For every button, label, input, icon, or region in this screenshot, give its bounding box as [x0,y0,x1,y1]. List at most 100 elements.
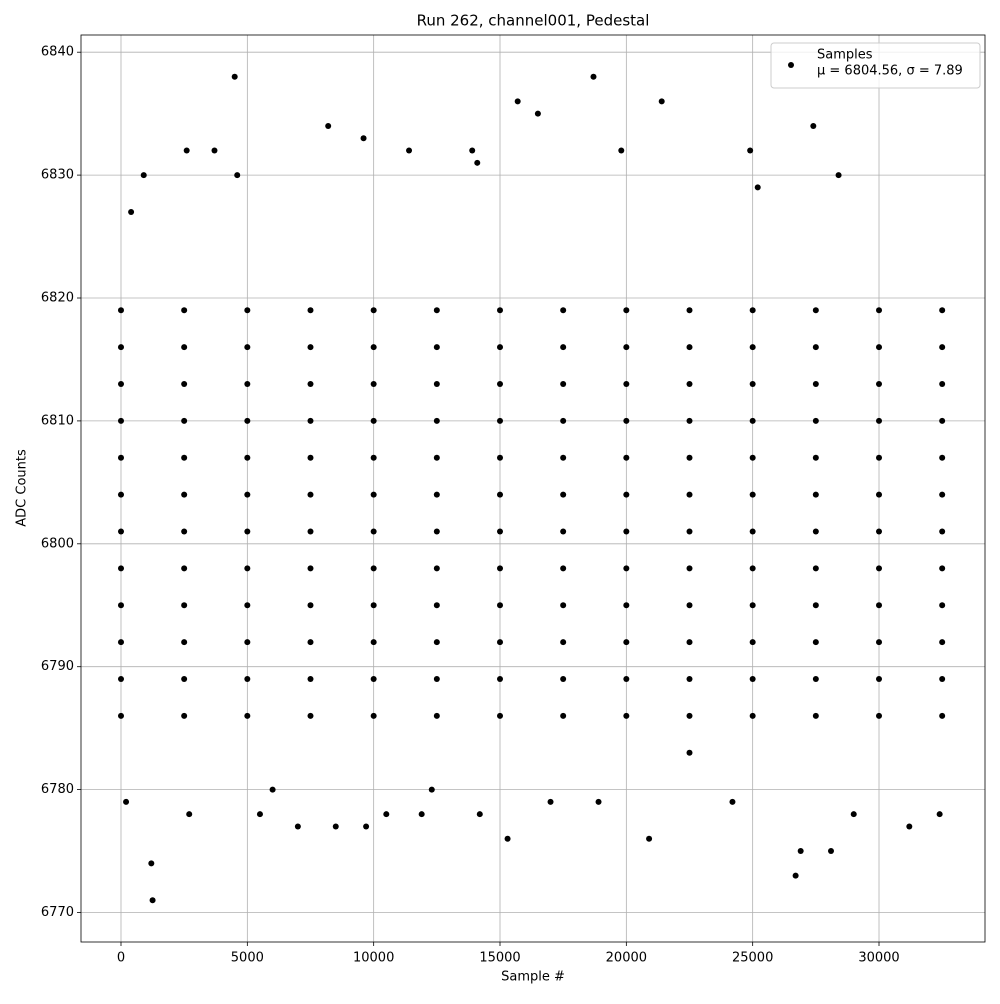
point [181,565,188,572]
point [181,307,188,314]
point [749,417,756,424]
point [497,712,504,719]
point [560,417,567,424]
point [117,712,124,719]
point [810,122,817,129]
point [183,147,190,154]
point [560,712,567,719]
point [686,344,693,351]
point [469,147,476,154]
point [560,565,567,572]
point [623,307,630,314]
point [646,835,653,842]
point [181,381,188,388]
point [244,639,251,646]
point [686,565,693,572]
point [117,307,124,314]
point [747,147,754,154]
ticks: 0 5000 10000 15000 20000 25000 30000 6770 6780 67… [41,45,900,966]
point [140,172,147,179]
point [433,565,440,572]
point [876,602,883,609]
point [307,307,314,314]
point [590,73,597,80]
point [181,602,188,609]
point [433,417,440,424]
plot-frame [80,34,986,943]
point [876,491,883,498]
point [370,528,377,535]
point [117,381,124,388]
point [117,528,124,535]
point [939,565,946,572]
point [749,307,756,314]
point [370,639,377,646]
point [474,159,481,166]
point [623,454,630,461]
point [850,811,857,818]
point [812,454,819,461]
point [560,307,567,314]
point [876,417,883,424]
point [244,712,251,719]
point [360,135,367,142]
y-tick-label: 6790 [41,659,74,674]
point [497,675,504,682]
point [939,491,946,498]
point [244,344,251,351]
point [812,528,819,535]
point [812,381,819,388]
point [623,675,630,682]
point [560,639,567,646]
point [269,786,276,793]
point [504,835,511,842]
point [560,454,567,461]
point [244,491,251,498]
point [623,712,630,719]
point [181,528,188,535]
chart-title: Run 262, channel001, Pedestal [417,12,650,30]
y-tick-label: 6830 [41,168,74,183]
point [906,823,913,830]
point [812,417,819,424]
point [623,602,630,609]
point [497,307,504,314]
point [595,798,602,805]
point [476,811,483,818]
point [560,381,567,388]
point [211,147,218,154]
point [370,454,377,461]
y-tick-label: 6810 [41,413,74,428]
x-tick-label: 20000 [606,951,647,966]
point [244,307,251,314]
point [623,344,630,351]
point [332,823,339,830]
point [418,811,425,818]
point [812,565,819,572]
point [514,98,521,105]
point [181,454,188,461]
point [749,491,756,498]
point [363,823,370,830]
point [658,98,665,105]
point [876,381,883,388]
y-tick-label: 6780 [41,782,74,797]
point [876,565,883,572]
legend: Samples μ = 6804.56, σ = 7.89 [770,42,981,89]
point [876,528,883,535]
y-axis-label: ADC Counts [15,449,30,527]
point [181,417,188,424]
point [117,602,124,609]
point [876,344,883,351]
point [618,147,625,154]
point [686,528,693,535]
point [370,602,377,609]
point [428,786,435,793]
point [812,639,819,646]
point [686,675,693,682]
point [433,491,440,498]
point [939,639,946,646]
point [433,602,440,609]
point [835,172,842,179]
